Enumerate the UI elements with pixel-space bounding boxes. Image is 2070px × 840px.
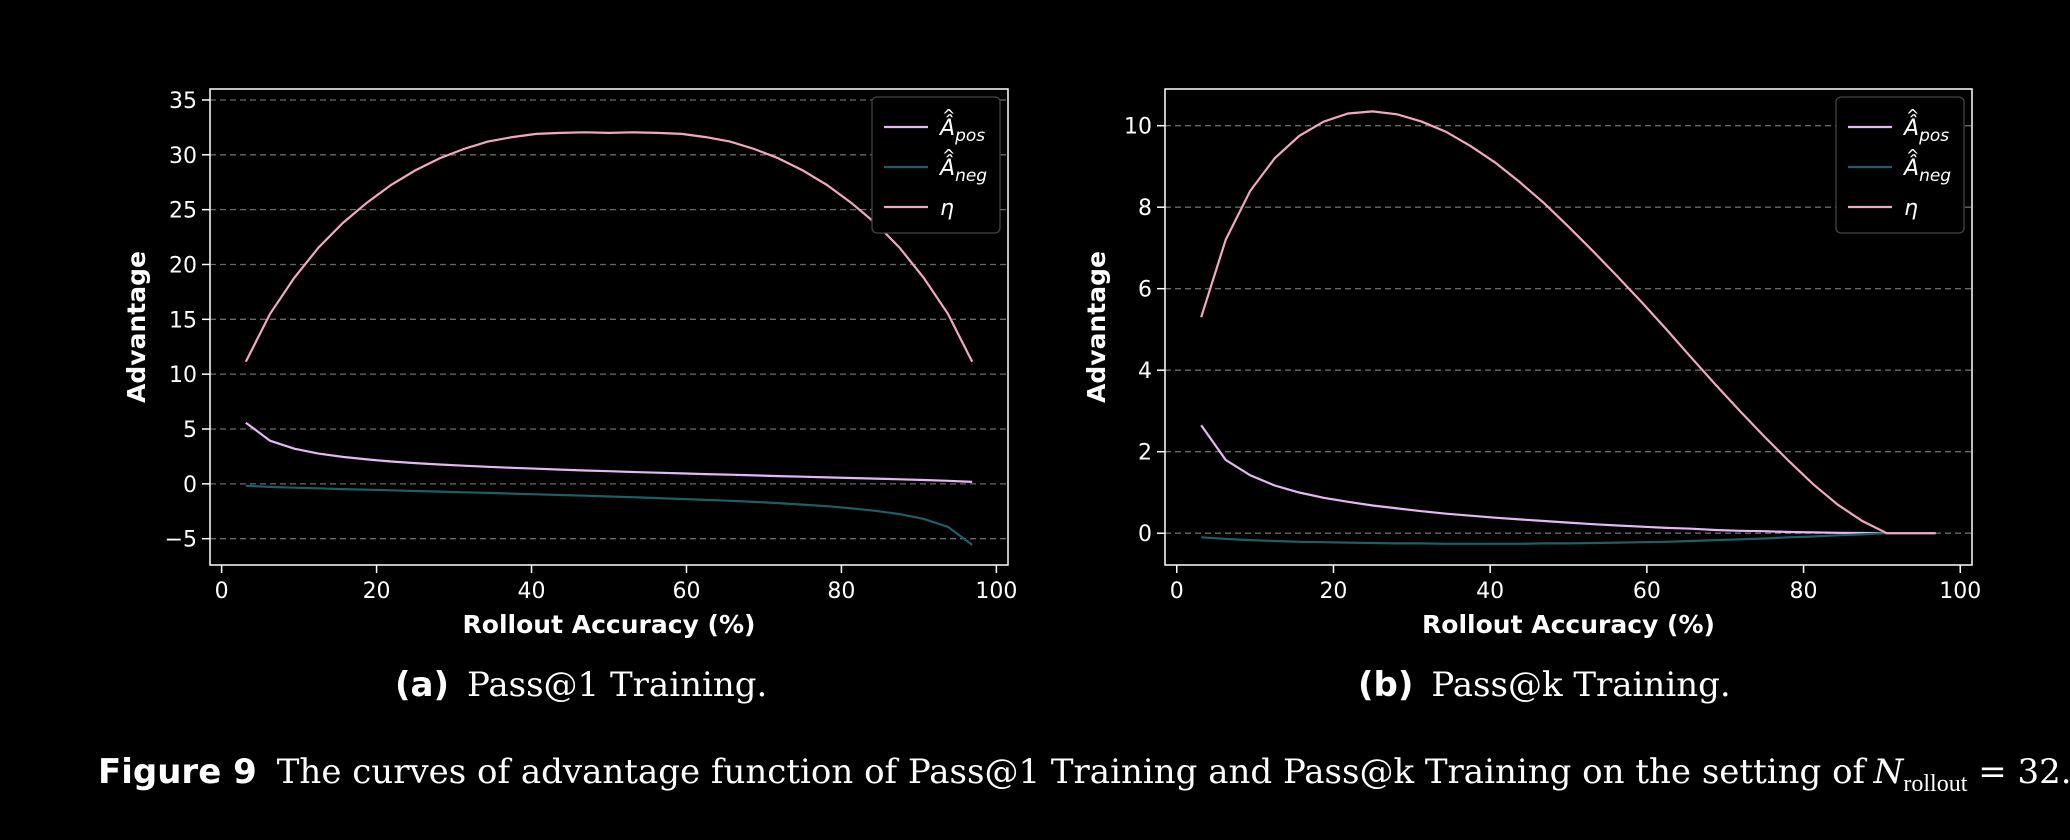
figure-caption: Figure 9 The curves of advantage function…	[98, 752, 2070, 798]
series-line-pos	[1200, 424, 1936, 535]
y-tick-label: −5	[165, 528, 197, 553]
legend-hat-accent: ^	[942, 106, 955, 125]
y-tick-label: 5	[183, 418, 197, 443]
y-tick-label: 30	[169, 144, 197, 169]
chart-panel-b: 0 2 4 6 8 10 0 20 40 60 80 100 Rollout Accuracy (%) A…	[1035, 0, 2070, 760]
chart-a-svg: −5 0 5 10 15 20 25 30 35 0 20 40 60 80 100 Rollout Accu…	[122, 88, 1017, 639]
x-tick-label: 80	[827, 579, 855, 604]
legend-hat-accent: ^	[942, 146, 955, 165]
y-tick-label: 15	[169, 308, 197, 333]
figure-caption-math-rest: = 32.	[1967, 752, 2070, 792]
legend-label: η	[940, 196, 954, 221]
figure-caption-label: Figure 9	[98, 752, 257, 792]
x-axis-label: Rollout Accuracy (%)	[1422, 610, 1715, 639]
subcaption-a-label: (a)	[395, 665, 450, 705]
y-tick-label: 2	[1138, 441, 1152, 466]
series-line-neg	[245, 484, 973, 546]
x-axis-label: Rollout Accuracy (%)	[463, 610, 756, 639]
figure-caption-math-sub: rollout	[1903, 770, 1968, 797]
plot-frame	[209, 88, 1009, 566]
legend-box	[1835, 96, 1965, 234]
figure-caption-math-var: N	[1873, 752, 1904, 792]
y-tick-label: 8	[1138, 196, 1152, 221]
legend-hat-accent: ^	[1906, 106, 1919, 125]
subcaption-b-text: Pass@k Training.	[1431, 665, 1731, 705]
legend-label: Âpos	[938, 115, 985, 146]
y-tick-label: 35	[169, 89, 197, 114]
x-tick-label: 100	[975, 579, 1017, 604]
series-line-neg	[1201, 532, 1936, 545]
x-tick-label: 100	[1939, 579, 1981, 604]
legend-label: Âneg	[1902, 155, 1951, 186]
y-tick-label: 10	[1124, 115, 1152, 140]
x-tick-label: 40	[1476, 579, 1504, 604]
x-tick-label: 20	[363, 579, 391, 604]
x-tick-label: 0	[215, 579, 229, 604]
subcaption-a-text: Pass@1 Training.	[467, 665, 768, 705]
y-tick-label: 4	[1138, 359, 1152, 384]
subcaption-b-label: (b)	[1358, 665, 1414, 705]
y-tick-label: 20	[169, 253, 197, 278]
series-line-series2	[244, 131, 974, 363]
x-tick-label: 80	[1790, 579, 1818, 604]
legend-hat-accent: ^	[1906, 146, 1919, 165]
subcaption-b: (b) Pass@k Training.	[1358, 665, 1731, 715]
legend-label: η	[1904, 196, 1918, 221]
x-tick-label: 60	[1633, 579, 1661, 604]
x-tick-label: 0	[1170, 579, 1184, 604]
y-tick-label: 0	[183, 473, 197, 498]
y-axis-label: Advantage	[122, 251, 151, 403]
legend-label: Âpos	[1902, 115, 1949, 146]
y-tick-label: 10	[169, 363, 197, 388]
y-axis-label: Advantage	[1082, 251, 1111, 403]
chart-panel-a: −5 0 5 10 15 20 25 30 35 0 20 40 60 80 100 Rollout Accu…	[0, 0, 1035, 760]
x-tick-label: 20	[1319, 579, 1347, 604]
legend-label: Âneg	[938, 155, 987, 186]
x-tick-label: 40	[518, 579, 546, 604]
y-tick-label: 6	[1138, 278, 1152, 303]
y-tick-label: 25	[169, 199, 197, 224]
plot-frame	[1164, 88, 1973, 566]
series-line-series2	[1200, 110, 1936, 535]
legend-box	[871, 96, 1001, 234]
y-tick-label: 0	[1138, 522, 1152, 547]
series-line-pos	[245, 421, 973, 483]
figure-caption-text: The curves of advantage function of Pass…	[276, 752, 1866, 792]
x-tick-label: 60	[672, 579, 700, 604]
subcaption-a: (a) Pass@1 Training.	[395, 665, 767, 715]
